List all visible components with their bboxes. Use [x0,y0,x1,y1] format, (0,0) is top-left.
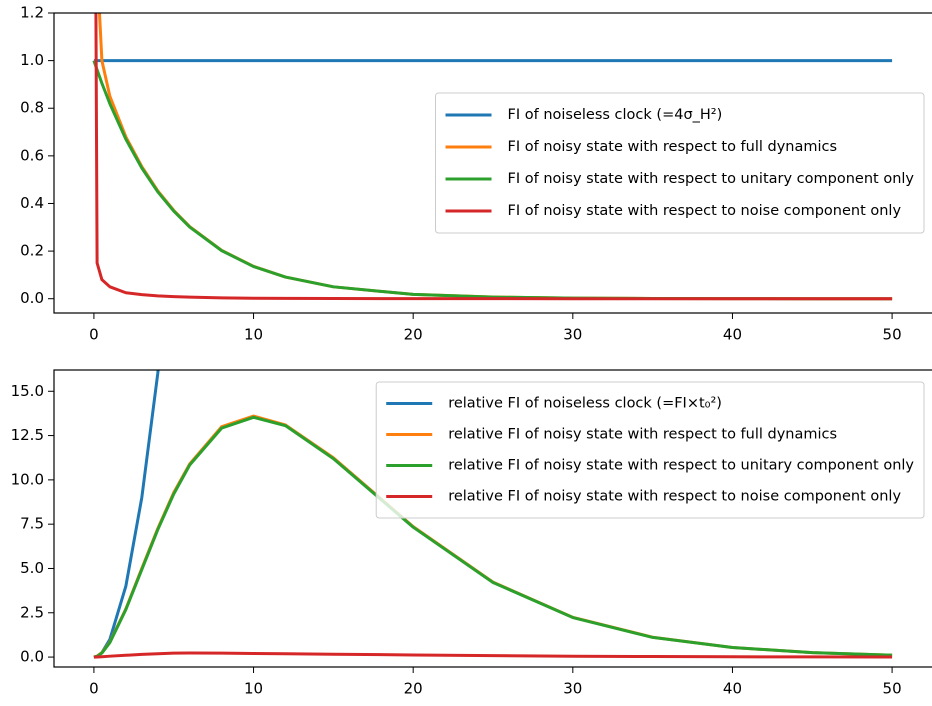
legend-label: FI of noiseless clock (=4σ_H²) [508,107,723,123]
y-tick-label: 0.2 [20,242,44,260]
data-line [93,415,893,659]
x-tick-label: 20 [404,680,423,698]
x-tick-label: 0 [89,680,99,698]
y-tick-label: 10.0 [11,470,44,488]
x-tick-label: 10 [244,680,263,698]
x-tick-label: 30 [563,326,582,344]
legend-label: relative FI of noisy state with respect … [448,489,901,505]
legend-label: relative FI of noisy state with respect … [448,427,837,443]
legend-label: relative FI of noiseless clock (=FI×t₀²) [448,396,722,412]
data-line [94,13,893,301]
legend: FI of noiseless clock (=4σ_H²) FI of nois… [435,92,925,234]
y-tick-label: 0.8 [20,99,44,117]
legend: relative FI of noiseless clock (=FI×t₀²)… [375,381,925,519]
subplot: 0.0 2.5 5.0 7.5 10.0 12.5 15.0 0 10 20 30 40 50 relat… [11,369,932,698]
y-tick-label: 7.5 [20,515,44,533]
x-tick-label: 50 [883,680,902,698]
y-tick-label: 5.0 [20,559,44,577]
y-tick-label: 1.0 [20,51,44,69]
x-tick-label: 10 [244,326,263,344]
data-line [93,651,893,659]
legend-frame [375,381,925,519]
x-tick-label: 30 [563,680,582,698]
legend-label: relative FI of noisy state with respect … [448,458,914,474]
y-tick-label: 0.0 [20,648,44,666]
x-tick-label: 0 [89,326,99,344]
legend-label: FI of noisy state with respect to unitar… [508,171,915,187]
legend-frame [435,92,925,234]
x-tick-label: 20 [404,326,423,344]
x-tick-label: 40 [723,326,742,344]
legend-label: FI of noisy state with respect to full d… [508,139,838,155]
legend-label: FI of noisy state with respect to noise … [508,203,902,219]
axes-frame [53,12,932,314]
data-line [93,370,160,659]
y-tick-label: 2.5 [20,603,44,621]
y-tick-label: 1.2 [20,4,44,22]
x-tick-label: 40 [723,680,742,698]
y-tick-label: 0.0 [20,289,44,307]
x-tick-label: 50 [883,326,902,344]
y-tick-label: 12.5 [11,426,44,444]
subplot: 0.0 0.2 0.4 0.6 0.8 1.0 1.2 0 10 20 30 40 50 FI of no… [20,4,932,344]
axes-frame [53,369,932,668]
y-tick-label: 15.0 [11,382,44,400]
y-tick-label: 0.6 [20,146,44,164]
y-tick-label: 0.4 [20,194,44,212]
